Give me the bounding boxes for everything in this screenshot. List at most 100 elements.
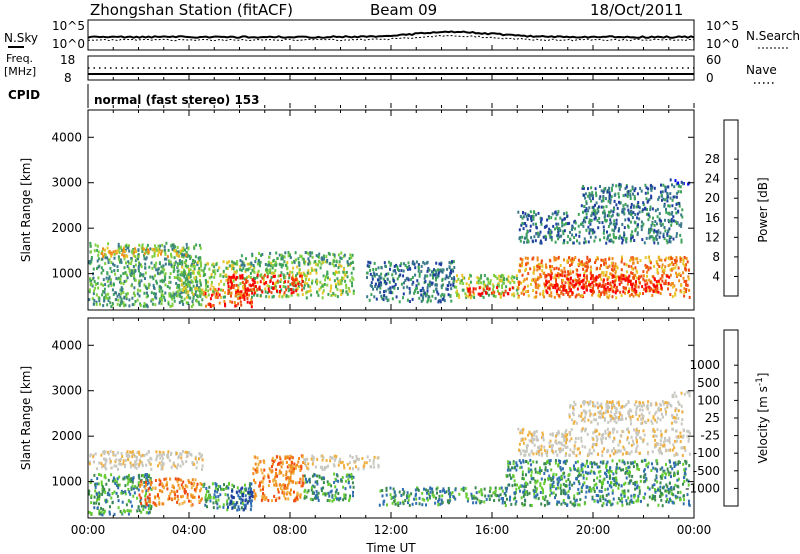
echo-cell <box>550 468 553 472</box>
echo-cell <box>245 257 247 261</box>
echo-cell <box>427 267 430 271</box>
echo-cell <box>240 506 243 510</box>
echo-cell <box>598 197 601 201</box>
echo-cell <box>128 490 131 494</box>
echo-cell <box>202 271 205 275</box>
echo-cell <box>499 275 502 279</box>
echo-cell <box>424 280 427 283</box>
echo-cell <box>120 297 123 301</box>
echo-cell <box>158 489 161 493</box>
echo-cell <box>96 248 99 252</box>
echo-cell <box>259 260 262 264</box>
echo-cell <box>567 234 570 238</box>
echo-cell <box>88 290 91 294</box>
echo-cell <box>105 467 108 471</box>
echo-cell <box>677 209 680 213</box>
echo-cell <box>180 452 183 456</box>
echo-cell <box>600 258 603 262</box>
freq-right-tick-high: 60 <box>706 53 721 67</box>
echo-cell <box>234 262 237 266</box>
echo-cell <box>523 492 526 496</box>
echo-cell <box>192 259 195 262</box>
echo-cell <box>401 488 404 491</box>
echo-cell <box>575 279 578 283</box>
echo-cell <box>182 302 185 306</box>
echo-cell <box>152 501 155 505</box>
echo-cell <box>119 258 122 262</box>
echo-cell <box>196 482 199 486</box>
echo-cell <box>266 263 269 267</box>
echo-cell <box>158 461 161 465</box>
echo-cell <box>118 475 121 479</box>
echo-cell <box>651 222 654 226</box>
echo-cell <box>644 283 647 287</box>
echo-cell <box>192 463 194 466</box>
echo-cell <box>145 303 148 307</box>
echo-cell <box>234 503 237 507</box>
echo-cell <box>177 269 180 273</box>
echo-cell <box>301 277 303 281</box>
echo-cell <box>493 499 496 502</box>
echo-region-6 <box>303 454 380 471</box>
echo-cell <box>427 296 430 300</box>
echo-cell <box>562 284 565 288</box>
echo-cell <box>674 179 677 183</box>
echo-cell <box>684 267 687 271</box>
echo-cell <box>338 260 341 264</box>
echo-cell <box>450 287 453 291</box>
echo-cell <box>620 255 623 259</box>
echo-cell <box>178 478 181 482</box>
echo-cell <box>481 291 484 295</box>
echo-cell <box>168 294 171 298</box>
echo-cell <box>177 250 180 254</box>
header-station: Zhongshan Station (fitACF) <box>90 1 293 19</box>
echo-cell <box>454 488 457 492</box>
echo-cell <box>162 451 165 454</box>
echo-cell <box>117 458 120 462</box>
echo-cell <box>560 492 563 496</box>
echo-cell <box>104 283 107 287</box>
echo-cell <box>380 266 383 270</box>
echo-cell <box>282 293 285 297</box>
echo-cell <box>295 274 297 278</box>
echo-cell <box>660 219 663 223</box>
echo-cell <box>639 259 642 263</box>
echo-cell <box>232 267 235 271</box>
echo-cell <box>201 458 204 462</box>
echo-cell <box>608 197 611 201</box>
echo-cell <box>550 269 553 273</box>
echo-cell <box>295 277 298 281</box>
echo-cell <box>138 458 141 462</box>
echo-cell <box>631 235 634 239</box>
echo-cell <box>469 274 472 278</box>
echo-cell <box>597 226 600 230</box>
echo-cell <box>227 496 230 500</box>
echo-cell <box>550 294 553 298</box>
echo-cell <box>173 262 176 266</box>
echo-cell <box>167 450 170 454</box>
echo-cell <box>124 303 127 307</box>
echo-cell <box>228 502 231 506</box>
echo-cell <box>165 481 168 485</box>
echo-cell <box>245 268 248 272</box>
echo-cell <box>154 486 157 490</box>
echo-cell <box>501 501 504 505</box>
echo-cell <box>672 195 675 199</box>
echo-cell <box>550 283 553 287</box>
echo-cell <box>373 295 376 299</box>
echo-cell <box>125 475 128 479</box>
echo-cell <box>234 304 237 308</box>
echo-cell <box>670 212 673 216</box>
echo-cell <box>346 275 349 279</box>
echo-cell <box>279 274 282 278</box>
echo-cell <box>201 453 203 457</box>
echo-cell <box>647 255 650 259</box>
echo-cell <box>316 282 318 286</box>
echo-cell <box>195 485 198 488</box>
echo-cell <box>569 277 572 281</box>
echo-cell <box>487 281 490 285</box>
echo-cell <box>369 284 372 288</box>
echo-cell <box>439 490 442 493</box>
echo-cell <box>484 494 487 498</box>
echo-cell <box>179 464 182 468</box>
